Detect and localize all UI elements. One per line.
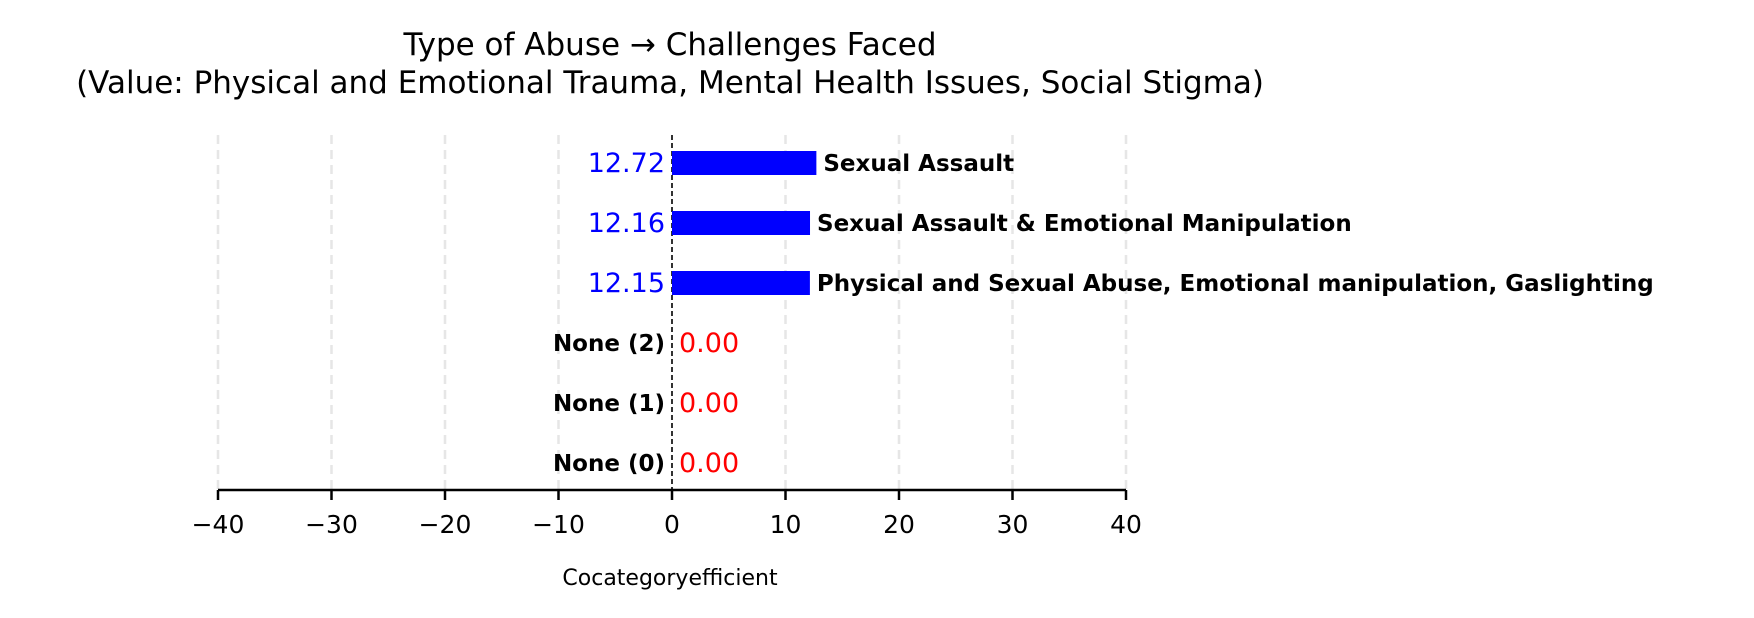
x-tick-label: −40	[192, 510, 245, 539]
category-label: Physical and Sexual Abuse, Emotional man…	[817, 271, 1654, 297]
value-label: 0.00	[679, 448, 739, 479]
category-label: None (0)	[553, 451, 665, 477]
x-tick-label: 10	[770, 510, 802, 539]
x-axis-label: Cocategoryefficient	[562, 566, 778, 591]
bar	[672, 151, 817, 175]
x-tick-label: 0	[664, 510, 680, 539]
category-label: None (1)	[553, 391, 665, 417]
bar	[672, 271, 810, 295]
category-label: None (2)	[553, 331, 665, 357]
value-label: 12.16	[588, 208, 665, 239]
x-tick-label: 30	[997, 510, 1029, 539]
value-label: 12.15	[588, 268, 665, 299]
bar-labels: 12.72 Sexual Assault 12.16 Sexual Assault &…	[553, 148, 1654, 479]
value-label: 0.00	[679, 388, 739, 419]
value-label: 12.72	[588, 148, 665, 179]
x-tick-label: 20	[883, 510, 915, 539]
bars	[672, 151, 817, 295]
chart-title-line1: Type of Abuse → Challenges Faced	[403, 27, 937, 63]
category-label: Sexual Assault & Emotional Manipulation	[817, 211, 1352, 237]
x-axis: −40 −30 −20 −10 0 10 20 30 40	[192, 488, 1142, 539]
x-tick-label: −30	[305, 510, 358, 539]
bar	[672, 211, 811, 235]
x-tick-label: −20	[419, 510, 472, 539]
x-tick-label: −10	[532, 510, 585, 539]
category-label: Sexual Assault	[823, 151, 1014, 177]
chart-title-line2: (Value: Physical and Emotional Trauma, M…	[76, 65, 1264, 101]
x-tick-label: 40	[1110, 510, 1142, 539]
value-label: 0.00	[679, 328, 739, 359]
